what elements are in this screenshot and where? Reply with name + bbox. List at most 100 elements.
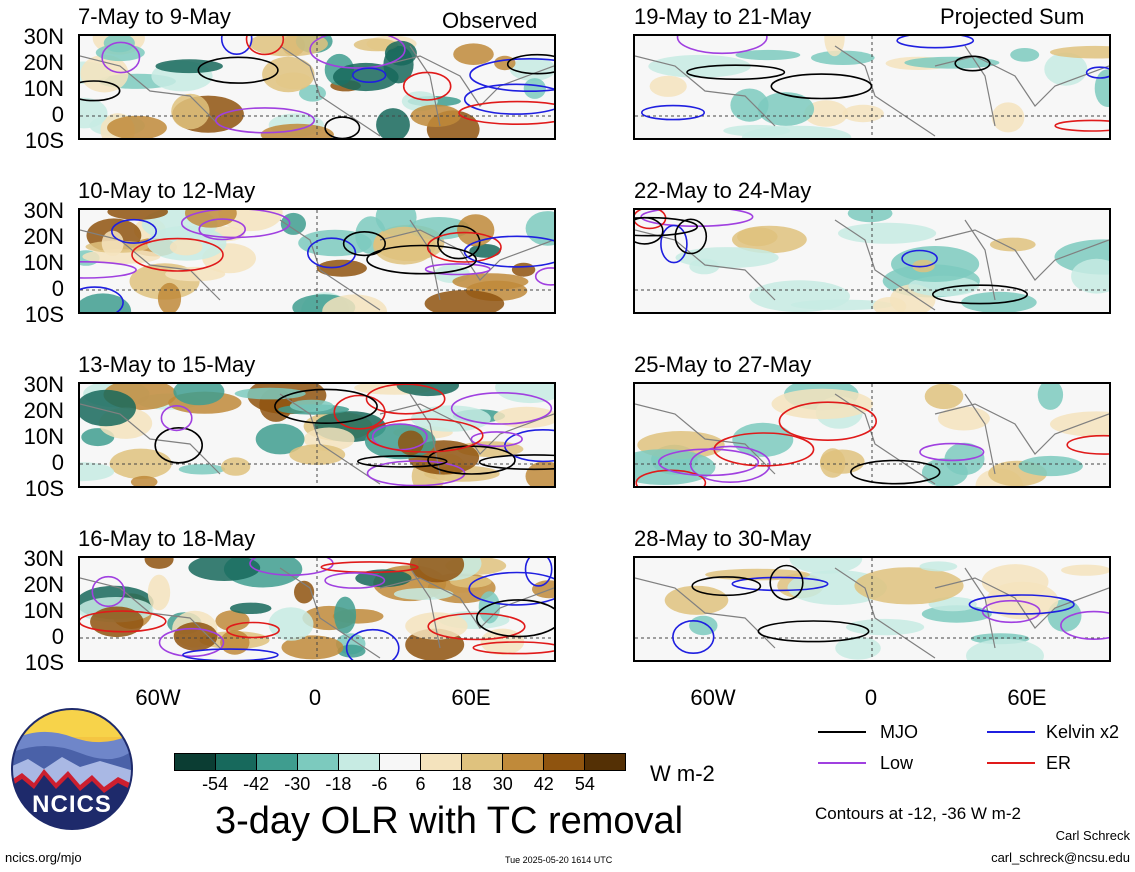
- anomaly-blob: [523, 78, 546, 99]
- anomaly-blob: [147, 574, 171, 611]
- contour-loop: [450, 391, 553, 425]
- er-line-swatch: [987, 762, 1035, 764]
- logo-text: NCICS: [32, 791, 112, 818]
- lat-label: 10S: [24, 476, 64, 501]
- contour-loop: [672, 619, 715, 655]
- coastline: [80, 393, 554, 485]
- anomaly-blob: [757, 92, 815, 126]
- anomaly-blob: [873, 297, 907, 312]
- anomaly-blob: [689, 258, 720, 275]
- contour-loop: [80, 261, 137, 279]
- contour-loop: [366, 418, 484, 453]
- anomaly-blob: [904, 56, 1000, 69]
- colorbar-tick-label: -18: [325, 774, 352, 794]
- anomaly-blob: [635, 449, 716, 485]
- anomaly-blob: [511, 262, 536, 277]
- contour-loop: [660, 224, 688, 264]
- panel-title-6: 22-May to 24-May: [634, 178, 812, 203]
- contour-loop: [691, 576, 762, 597]
- colorbar-swatch: [585, 754, 625, 770]
- contour-loop: [226, 621, 280, 639]
- anomaly-blob: [337, 644, 366, 658]
- contour-loop: [352, 67, 387, 84]
- lat-label: 20N: [23, 50, 64, 75]
- anomaly-blob: [804, 100, 848, 127]
- contour-loop: [320, 561, 419, 574]
- contour-loop: [427, 612, 526, 641]
- author: Carl Schreck: [1055, 828, 1130, 843]
- anomaly-blob: [260, 123, 334, 138]
- contour-loop: [366, 244, 477, 275]
- anomaly-blob: [649, 75, 687, 97]
- contour-loop: [463, 83, 554, 115]
- lon-label: 60E: [1007, 685, 1047, 710]
- lat-label: 0: [51, 450, 64, 475]
- colorbar-tick-label: -30: [284, 774, 311, 794]
- contour-loop: [356, 455, 448, 468]
- anomaly-blob: [854, 567, 964, 605]
- anomaly-blob: [322, 294, 387, 312]
- anomaly-blob: [494, 55, 516, 71]
- anomaly-blob: [185, 210, 237, 228]
- contour-loop: [426, 231, 502, 263]
- anomaly-blob: [221, 457, 251, 476]
- anomaly-blob: [316, 259, 367, 277]
- contour-loop: [470, 431, 523, 448]
- anomaly-blob: [989, 237, 1036, 252]
- anomaly-blob: [130, 475, 158, 486]
- panel-title-2: 10-May to 12-May: [78, 178, 256, 203]
- anomaly-blob: [178, 464, 226, 475]
- contour-loop: [158, 627, 225, 658]
- anomaly-blob: [820, 449, 865, 474]
- lat-label: 0: [51, 102, 64, 127]
- contour-loop: [154, 426, 203, 464]
- anomaly-blob: [80, 293, 132, 312]
- mjo-line-swatch: [818, 731, 866, 733]
- anomaly-blob: [249, 36, 328, 57]
- anomaly-blob: [376, 108, 410, 138]
- anomaly-blob: [771, 388, 874, 420]
- contour-loop: [274, 388, 378, 424]
- map-canvas: [635, 36, 1109, 138]
- lat-label: 30N: [23, 198, 64, 223]
- anomaly-blob: [107, 210, 168, 220]
- lat-label: 10N: [23, 424, 64, 449]
- anomaly-blob: [80, 462, 115, 482]
- timestamp: Tue 2025-05-20 1614 UTC: [505, 855, 613, 865]
- anomaly-blob: [789, 558, 863, 574]
- map-panel-8: [633, 556, 1111, 662]
- anomaly-blob: [749, 280, 850, 312]
- contour-loop: [534, 267, 554, 286]
- projected-sum-tag: Projected Sum: [940, 4, 1085, 29]
- lat-label: 20N: [23, 398, 64, 423]
- anomaly-blob: [1071, 258, 1109, 294]
- anomaly-blob: [835, 636, 881, 660]
- anomaly-blob: [919, 561, 958, 572]
- map-canvas: [80, 384, 554, 486]
- colorbar-tick-label: -54: [202, 774, 229, 794]
- anomaly-blob: [82, 249, 161, 264]
- anomaly-blob: [409, 558, 465, 583]
- anomaly-blob: [220, 630, 250, 655]
- anomaly-blob: [424, 290, 505, 312]
- colorbar-tick-label: 42: [533, 774, 554, 794]
- map-panel-7: [633, 382, 1111, 488]
- lon-label: 60W: [135, 685, 181, 710]
- colorbar-swatch: [339, 754, 380, 770]
- map-canvas: [635, 558, 1109, 660]
- lon-label: 0: [308, 685, 322, 710]
- colorbar-swatch: [175, 754, 216, 770]
- anomaly-blob: [229, 602, 272, 614]
- lat-label: 30N: [23, 24, 64, 49]
- anomaly-blob: [1018, 455, 1083, 477]
- anomaly-blob: [648, 54, 751, 78]
- panel-title-1: 7-May to 9-May: [78, 4, 231, 29]
- map-panel-6: [633, 208, 1111, 314]
- contours-note: Contours at -12, -36 W m-2: [815, 804, 1021, 823]
- lat-label: 10N: [23, 76, 64, 101]
- lon-label: 0: [864, 685, 878, 710]
- anomaly-blob: [961, 291, 1037, 312]
- map-canvas: [635, 384, 1109, 486]
- colorbar-tick-label: 30: [492, 774, 513, 794]
- colorbar-tick-label: 6: [415, 774, 426, 794]
